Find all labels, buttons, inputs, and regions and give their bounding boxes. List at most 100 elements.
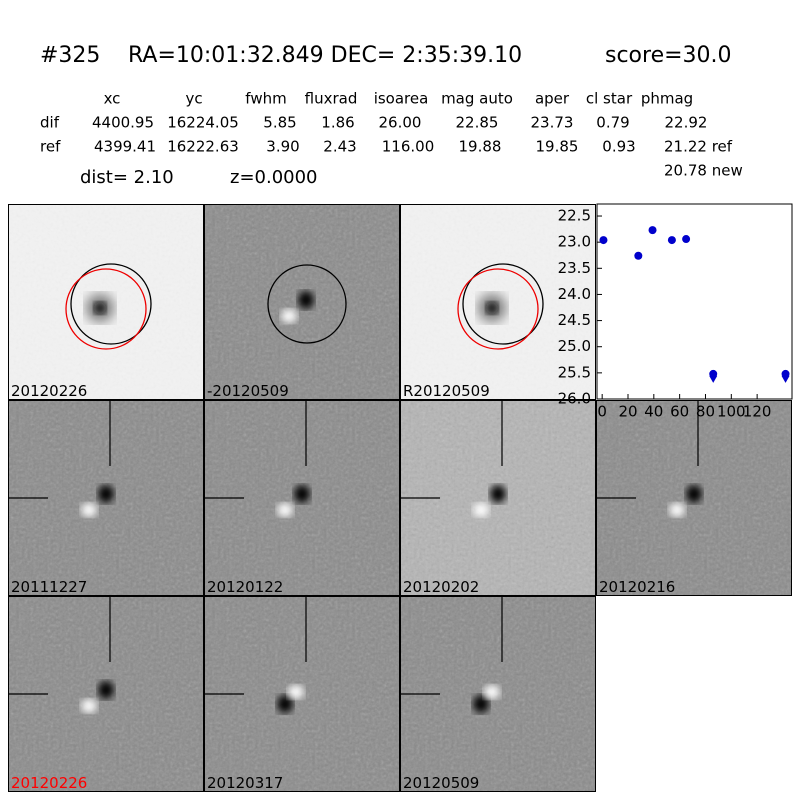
row-label: dif — [40, 114, 60, 132]
stamp-label: 20120509 — [403, 774, 479, 792]
ref-circle — [462, 263, 544, 345]
cell: 23.73 — [531, 114, 574, 132]
x-tick-label: 60 — [670, 403, 689, 421]
column-header: mag auto — [441, 90, 513, 108]
point — [781, 369, 790, 378]
cell: 116.00 — [382, 138, 435, 156]
y-tick-label: 23.0 — [558, 233, 591, 251]
cell: 1.86 — [321, 114, 354, 132]
stamp-frame — [8, 596, 204, 792]
cell: 3.90 — [266, 138, 299, 156]
coordinates: RA=10:01:32.849 DEC= 2:35:39.10 — [128, 43, 522, 68]
cell: 2.43 — [323, 138, 356, 156]
stamp-label: -20120509 — [207, 382, 289, 400]
column-header: cl star — [586, 90, 633, 108]
positive — [277, 503, 293, 517]
y-tick-label: 25.5 — [558, 363, 591, 381]
cell: 19.85 — [536, 138, 579, 156]
stamp-frame — [596, 400, 792, 596]
stamp-frame — [400, 400, 596, 596]
column-header: yc — [185, 90, 202, 108]
dist: dist= 2.10 — [80, 167, 174, 188]
y-tick-label: 24.5 — [558, 311, 591, 329]
stamp-label: 20120226 — [11, 774, 87, 792]
object-id: #325 — [40, 43, 100, 68]
y-tick-label: 26.0 — [558, 390, 591, 408]
stamp-frame — [400, 204, 596, 400]
positive — [669, 503, 685, 517]
cell: 16222.63 — [167, 138, 239, 156]
source-core — [94, 302, 106, 314]
negative — [98, 681, 114, 699]
cell: 4399.41 — [94, 138, 156, 156]
cell: 0.93 — [602, 138, 635, 156]
stamp-label: 20111227 — [11, 578, 87, 596]
stamp: -20120509 — [204, 204, 400, 400]
stamp-label: 20120317 — [207, 774, 283, 792]
x-tick-label: 100 — [717, 403, 746, 421]
stamp-label: R20120509 — [403, 382, 490, 400]
stamp-frame — [204, 204, 400, 400]
point — [634, 251, 643, 260]
cell: 22.85 — [456, 114, 499, 132]
point — [599, 236, 608, 245]
cell: 0.79 — [596, 114, 629, 132]
new-mag: 20.78 new — [664, 162, 743, 180]
ref-circle — [267, 264, 347, 344]
stamp: 20120216 — [596, 400, 792, 596]
limit-marker — [709, 375, 718, 383]
y-tick-label: 25.0 — [558, 337, 591, 355]
point — [709, 369, 718, 378]
negative — [277, 695, 293, 713]
score: score=30.0 — [605, 43, 732, 68]
det-circle — [457, 268, 539, 350]
y-tick-label: 24.0 — [558, 285, 591, 303]
redshift: z=0.0000 — [230, 167, 318, 188]
ref-circle — [70, 263, 152, 345]
stamp-frame — [204, 596, 400, 792]
x-tick-label: 0 — [597, 403, 607, 421]
stamp: 20120509 — [400, 596, 596, 792]
positive — [281, 309, 297, 323]
stamp: 20120226 — [8, 204, 204, 400]
x-tick-label: 80 — [696, 403, 715, 421]
column-header: phmag — [641, 90, 693, 108]
negative — [686, 485, 702, 503]
stamp-label: 20120122 — [207, 578, 283, 596]
stamp-frame — [8, 204, 204, 400]
cell: 5.85 — [263, 114, 296, 132]
cell: 26.00 — [379, 114, 422, 132]
cell: 22.92 — [665, 114, 708, 132]
y-tick-label: 23.5 — [558, 259, 591, 277]
negative — [98, 485, 114, 503]
stamp-label: 20120202 — [403, 578, 479, 596]
point — [667, 236, 676, 245]
point — [682, 235, 691, 244]
negative — [298, 291, 314, 309]
positive — [484, 685, 500, 699]
column-header: fwhm — [245, 90, 286, 108]
x-tick-label: 20 — [618, 403, 637, 421]
source-core — [486, 302, 498, 314]
cell: 4400.95 — [92, 114, 154, 132]
stamp: 20120226 — [8, 596, 204, 792]
row-label: ref — [40, 138, 61, 156]
limit-marker — [781, 375, 790, 383]
stamp-frame — [400, 596, 596, 792]
column-header: fluxrad — [305, 90, 358, 108]
x-tick-label: 120 — [743, 403, 772, 421]
cell: 19.88 — [459, 138, 502, 156]
column-header: xc — [104, 90, 121, 108]
plot-area — [596, 203, 793, 400]
stamp: 20120317 — [204, 596, 400, 792]
stamp-frame — [8, 400, 204, 596]
stamp: 20120202 — [400, 400, 596, 596]
point — [648, 226, 657, 235]
stamp: 20120122 — [204, 400, 400, 596]
stamp: 20111227 — [8, 400, 204, 596]
column-header: isoarea — [374, 90, 429, 108]
positive — [288, 685, 304, 699]
y-tick-label: 22.5 — [558, 207, 591, 225]
